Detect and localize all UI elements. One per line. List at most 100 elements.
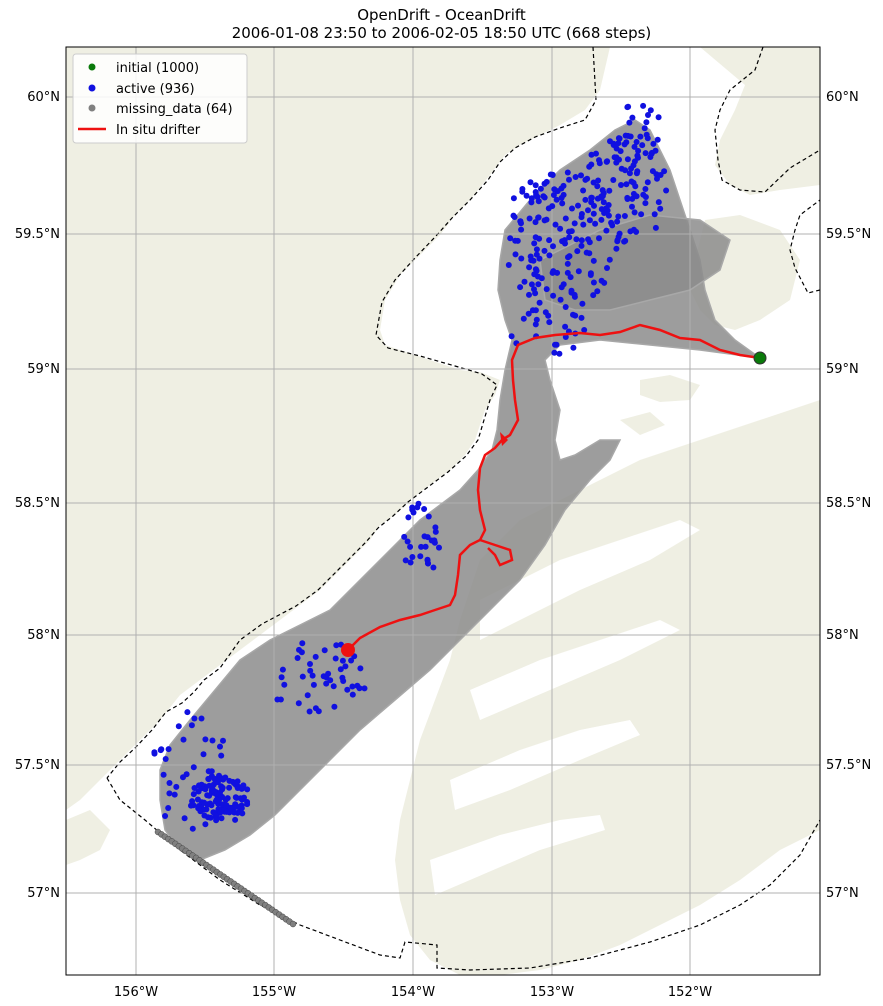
active-particle xyxy=(212,812,219,819)
active-particle xyxy=(626,170,633,177)
active-particle xyxy=(599,187,606,194)
lat-tick: 57.5°N xyxy=(826,758,871,773)
active-particle xyxy=(216,776,222,783)
active-particle xyxy=(566,176,572,183)
active-particle xyxy=(348,657,355,664)
active-particle xyxy=(554,269,561,276)
active-particle xyxy=(532,182,539,189)
active-particle xyxy=(628,165,635,172)
active-particle xyxy=(173,783,180,790)
active-particle xyxy=(197,808,204,815)
active-particle xyxy=(546,319,553,326)
active-particle xyxy=(587,270,594,277)
active-particle xyxy=(356,685,363,692)
lat-tick-labels-left: 60°N 59.5°N 59°N 58.5°N 58°N 57.5°N 57°N xyxy=(15,90,60,901)
active-particle xyxy=(564,169,571,176)
active-particle xyxy=(165,805,172,811)
active-particle xyxy=(536,255,543,262)
active-particle xyxy=(518,220,524,227)
active-particle xyxy=(325,670,332,677)
active-particle xyxy=(655,199,662,206)
active-particle xyxy=(638,211,645,218)
active-particle xyxy=(546,237,553,244)
active-particle xyxy=(580,221,587,228)
active-particle xyxy=(557,225,564,232)
active-particle xyxy=(162,813,169,819)
active-particle xyxy=(510,212,517,219)
active-particle xyxy=(181,815,188,822)
legend-label-initial: initial (1000) xyxy=(116,61,199,76)
active-particle xyxy=(628,178,635,185)
active-particle xyxy=(405,514,412,521)
active-particle xyxy=(647,107,654,114)
active-particle xyxy=(207,800,214,807)
active-particle xyxy=(344,686,351,693)
active-particle xyxy=(615,140,622,147)
lat-tick: 57°N xyxy=(826,886,859,901)
active-particle xyxy=(559,200,566,207)
active-particle xyxy=(342,663,349,670)
active-particle xyxy=(517,284,524,291)
active-particle xyxy=(239,796,246,803)
active-particle xyxy=(606,187,613,194)
active-particle xyxy=(349,683,356,690)
active-particle xyxy=(569,205,575,212)
drifter-arrow xyxy=(500,432,508,446)
active-particle xyxy=(552,341,558,348)
active-particle xyxy=(573,236,580,243)
active-particle xyxy=(244,799,251,805)
active-particle xyxy=(526,291,532,298)
active-particle xyxy=(332,655,339,662)
active-particle xyxy=(340,678,347,684)
map-content xyxy=(66,47,820,975)
active-particle xyxy=(202,786,209,793)
active-particle xyxy=(202,821,209,828)
active-particle xyxy=(512,251,519,258)
active-particle xyxy=(244,786,251,793)
active-particle xyxy=(623,181,630,188)
active-particle xyxy=(226,784,233,791)
active-particle xyxy=(588,194,595,201)
active-particle xyxy=(218,752,225,759)
active-particle xyxy=(184,709,191,716)
active-particle xyxy=(654,136,661,143)
active-particle xyxy=(588,151,595,158)
active-particle xyxy=(219,784,226,791)
active-particle xyxy=(661,168,668,175)
legend: initial (1000) active (936) missing_data… xyxy=(72,53,248,144)
active-particle xyxy=(535,214,542,221)
active-particle xyxy=(561,237,568,244)
active-particle xyxy=(323,680,330,687)
active-particle xyxy=(217,809,224,816)
active-particle xyxy=(216,797,222,804)
active-particle xyxy=(629,195,636,202)
active-particle xyxy=(624,194,631,201)
active-particle xyxy=(594,183,601,190)
active-particle xyxy=(208,787,215,794)
active-particle xyxy=(624,156,631,163)
active-particle xyxy=(407,543,414,550)
active-particle xyxy=(585,207,591,214)
active-particle xyxy=(201,812,208,819)
active-particle xyxy=(632,183,639,190)
active-particle xyxy=(598,206,605,213)
active-particle xyxy=(595,177,602,184)
active-particle xyxy=(600,199,607,206)
lat-tick: 60°N xyxy=(826,90,859,105)
active-particle xyxy=(306,708,313,715)
active-particle xyxy=(592,220,599,227)
active-particle xyxy=(520,315,527,322)
active-particle xyxy=(634,152,641,159)
active-particle xyxy=(196,782,202,789)
active-particle xyxy=(191,785,198,791)
water-channels xyxy=(430,520,700,895)
active-particle xyxy=(527,179,534,186)
active-particle xyxy=(652,224,659,231)
active-particle xyxy=(616,156,622,163)
active-particle xyxy=(198,715,205,722)
active-particle xyxy=(613,245,620,252)
active-particle xyxy=(641,125,648,132)
lon-tick: 153°W xyxy=(530,985,574,1000)
active-particle xyxy=(642,186,649,192)
